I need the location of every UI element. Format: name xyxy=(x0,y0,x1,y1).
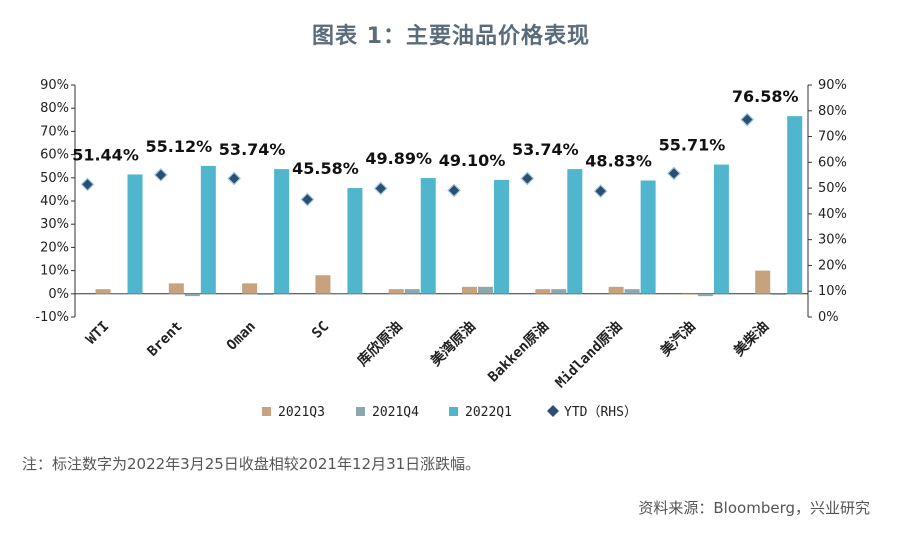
chart-note: 注：标注数字为2022年3月25日收盘相较2021年12月31日涨跌幅。 xyxy=(22,455,481,473)
bar-2022Q1 xyxy=(787,116,803,294)
ytd-marker xyxy=(520,171,535,186)
bar-2021Q3 xyxy=(95,289,111,294)
bar-2022Q1 xyxy=(567,169,583,294)
bar-2022Q1 xyxy=(200,165,216,294)
category-label: Oman xyxy=(224,319,259,354)
category-label: 库欣原油 xyxy=(354,318,406,370)
ytd-marker xyxy=(227,171,241,186)
right-tick-label: 90% xyxy=(818,78,847,93)
bar-2022Q1 xyxy=(127,174,143,294)
ytd-marker xyxy=(153,168,168,182)
ytd-marker xyxy=(593,184,608,198)
legend-label: YTD（RHS） xyxy=(564,405,637,420)
category-label: 美汽油 xyxy=(657,318,699,360)
right-tick-label: 0% xyxy=(818,310,839,325)
legend-label: 2021Q3 xyxy=(278,405,325,420)
chart-source: 资料来源：Bloomberg，兴业研究 xyxy=(638,499,870,517)
bar-2021Q4 xyxy=(697,293,713,297)
bar-2021Q3 xyxy=(535,289,551,294)
legend-label: 2022Q1 xyxy=(465,405,512,420)
left-tick-label: 20% xyxy=(40,240,69,255)
bar-2021Q4 xyxy=(111,293,127,295)
category-label: 美柴油 xyxy=(730,318,772,360)
left-tick-label: 90% xyxy=(40,78,69,93)
left-tick-label: 80% xyxy=(40,101,69,116)
left-tick-label: 10% xyxy=(40,264,69,279)
ytd-marker xyxy=(300,192,315,207)
right-tick-label: 50% xyxy=(818,181,847,196)
data-label: 45.58% xyxy=(292,159,359,178)
data-label: 76.58% xyxy=(732,87,799,106)
right-tick-label: 10% xyxy=(818,284,847,299)
category-label: 美湾原油 xyxy=(427,318,479,370)
bar-2022Q1 xyxy=(274,169,290,294)
legend-swatch xyxy=(356,407,365,416)
category-label: WTI xyxy=(83,319,112,348)
bar-2021Q3 xyxy=(168,283,184,294)
data-label: 51.44% xyxy=(72,145,139,164)
legend-swatch xyxy=(547,405,559,417)
bar-2022Q1 xyxy=(494,179,510,294)
bar-2021Q4 xyxy=(771,293,787,295)
right-tick-label: 20% xyxy=(818,258,847,273)
chart-legend: 2021Q3 2021Q4 2022Q1 YTD（RHS） xyxy=(262,405,637,420)
data-label: 48.83% xyxy=(585,152,652,171)
right-tick-label: 30% xyxy=(818,233,847,248)
bar-2022Q1 xyxy=(640,180,656,294)
chart-bars xyxy=(95,116,803,297)
left-tick-label: 60% xyxy=(40,148,69,163)
ytd-marker xyxy=(447,183,461,198)
data-label: 55.12% xyxy=(146,137,213,156)
legend-swatch xyxy=(449,407,458,416)
bar-2021Q3 xyxy=(755,270,771,294)
category-label: Midland原油 xyxy=(552,318,626,392)
chart-markers xyxy=(80,112,755,207)
left-tick-label: -10% xyxy=(35,310,69,325)
ytd-marker xyxy=(80,177,95,192)
ytd-marker xyxy=(667,166,681,181)
bar-2022Q1 xyxy=(420,178,436,294)
left-tick-label: 70% xyxy=(40,124,69,139)
data-label: 49.10% xyxy=(439,151,506,170)
right-tick-label: 40% xyxy=(818,207,847,222)
category-label: Brent xyxy=(145,319,186,360)
chart-data-labels: 51.44% 55.12% 53.74% 45.58% 49.89% 49.10% 53.7… xyxy=(72,87,798,178)
bar-2022Q1 xyxy=(347,188,363,294)
bar-2022Q1 xyxy=(713,164,729,294)
chart-title: 图表 1：主要油品价格表现 xyxy=(312,24,590,49)
bar-2021Q4 xyxy=(258,293,274,295)
bar-2021Q3 xyxy=(608,286,624,294)
bar-2021Q4 xyxy=(404,289,420,294)
data-label: 53.74% xyxy=(219,140,286,159)
bar-2021Q3 xyxy=(388,289,404,294)
left-tick-label: 0% xyxy=(48,287,69,302)
ytd-marker xyxy=(373,181,388,196)
ytd-marker xyxy=(740,112,755,127)
bar-2021Q3 xyxy=(462,286,478,294)
bar-2021Q3 xyxy=(242,283,258,294)
bar-2021Q4 xyxy=(478,286,494,294)
data-label: 55.71% xyxy=(659,136,726,155)
left-tick-label: 30% xyxy=(40,217,69,232)
legend-label: 2021Q4 xyxy=(372,405,419,420)
right-tick-label: 70% xyxy=(818,130,847,145)
bar-2021Q4 xyxy=(184,293,200,297)
category-label: Bakken原油 xyxy=(485,318,553,386)
left-tick-label: 50% xyxy=(40,171,69,186)
bar-2021Q4 xyxy=(624,289,640,294)
right-tick-label: 80% xyxy=(818,104,847,119)
bar-2021Q3 xyxy=(315,275,331,294)
bar-2021Q4 xyxy=(331,293,347,295)
data-label: 49.89% xyxy=(365,149,432,168)
right-tick-label: 60% xyxy=(818,155,847,170)
data-label: 53.74% xyxy=(512,140,579,159)
bar-2021Q4 xyxy=(551,289,567,294)
left-tick-label: 40% xyxy=(40,194,69,209)
category-label: SC xyxy=(309,319,332,342)
legend-swatch xyxy=(262,407,271,416)
bar-2021Q3 xyxy=(681,293,697,295)
